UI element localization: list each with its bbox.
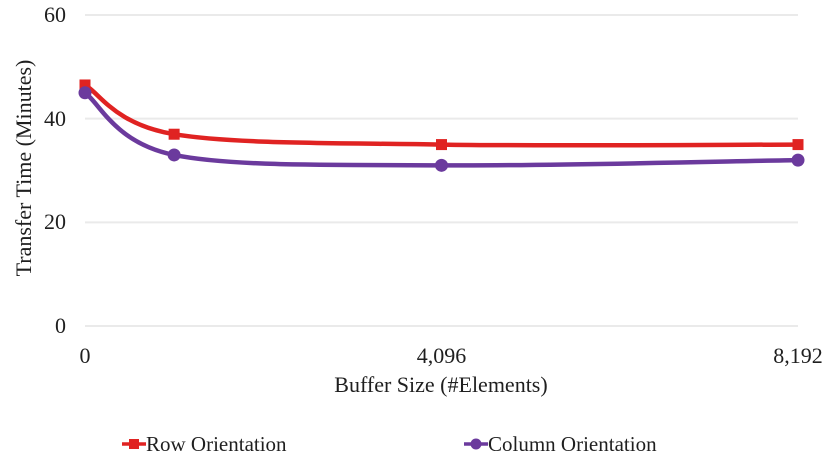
y-tick-label-20: 20 (44, 209, 66, 235)
y-axis-title: Transfer Time (Minutes) (11, 59, 36, 277)
legend-label: Column Orientation (488, 431, 657, 456)
series-line-row (83, 83, 799, 148)
marker-circle-point-2 (435, 158, 448, 172)
marker-square-point-3 (792, 139, 804, 151)
y-tick-label-0: 0 (55, 313, 66, 338)
legend-item-column-orientation: Column Orientation (464, 430, 657, 458)
marker-square-point-1 (168, 128, 180, 140)
marker-circle-point-0 (78, 86, 92, 100)
legend-label: Row Orientation (146, 431, 287, 456)
marker-square-point-0 (79, 79, 91, 91)
x-tick-label-8192: 8,192 (773, 343, 823, 368)
square-marker-icon (122, 439, 146, 449)
x-tick-label-4096: 4,096 (416, 343, 467, 368)
x-axis-title: Buffer Size (#Elements) (334, 372, 548, 397)
y-tick-label-60: 60 (44, 2, 66, 27)
circle-marker-icon (464, 438, 488, 450)
chart-legend: Row Orientation Column Orientation (0, 430, 830, 460)
y-tick-label-40: 40 (44, 105, 66, 131)
marker-square-point-2 (436, 139, 447, 151)
legend-item-row-orientation: Row Orientation (122, 430, 287, 458)
marker-circle-point-1 (167, 148, 181, 162)
marker-circle-point-3 (791, 153, 805, 167)
x-tick-label-0: 0 (79, 343, 91, 368)
series-line-column (83, 90, 799, 168)
